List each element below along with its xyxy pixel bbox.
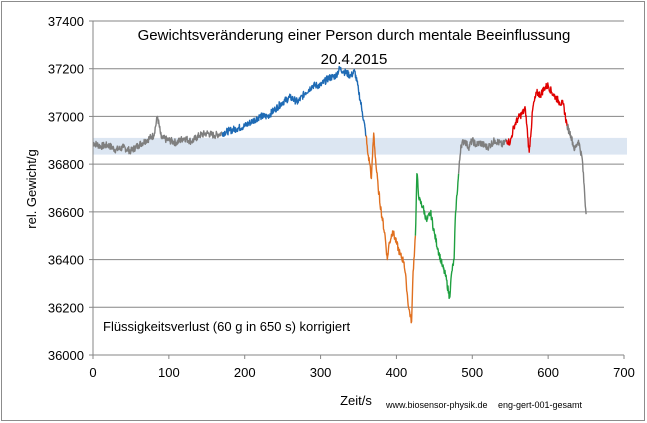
footer-url: www.biosensor-physik.de xyxy=(385,400,488,410)
grid-layer xyxy=(93,20,624,308)
y-tick-label: 36000 xyxy=(48,348,84,363)
x-tick-label: 100 xyxy=(158,365,180,380)
series-line-5 xyxy=(457,137,507,174)
x-tick-label: 300 xyxy=(310,365,332,380)
y-tick-label: 36600 xyxy=(48,205,84,220)
axis-layer xyxy=(89,20,625,359)
tick-label-layer: 36000 36200 36400 36600 36800 37000 37200 37400… xyxy=(48,14,635,380)
chart-title: Gewichtsveränderung einer Person durch m… xyxy=(138,27,571,44)
series-line-6 xyxy=(506,82,568,153)
x-tick-label: 500 xyxy=(461,365,483,380)
series-line-7 xyxy=(566,123,587,215)
chart-subtitle: 20.4.2015 xyxy=(321,51,388,68)
y-tick-label: 37000 xyxy=(48,109,84,124)
x-tick-label: 700 xyxy=(613,365,635,380)
y-tick-label: 37200 xyxy=(48,62,84,77)
y-tick-label: 36800 xyxy=(48,157,84,172)
series-line-4 xyxy=(414,173,460,300)
x-tick-label: 400 xyxy=(386,365,408,380)
series-layer xyxy=(92,65,587,324)
y-tick-label: 37400 xyxy=(48,14,84,29)
y-axis-label: rel. Gewicht/g xyxy=(24,149,39,228)
series-line-1 xyxy=(92,115,223,155)
y-tick-label: 36400 xyxy=(48,253,84,268)
x-axis-label: Zeit/s xyxy=(340,393,372,408)
series-line-3 xyxy=(365,132,417,324)
x-tick-label: 0 xyxy=(89,365,96,380)
x-tick-label: 200 xyxy=(234,365,256,380)
chart-annotation: Flüssigkeitsverlust (60 g in 650 s) korr… xyxy=(103,319,350,334)
y-tick-label: 36200 xyxy=(48,300,84,315)
footer-code: eng-gert-001-gesamt xyxy=(498,400,583,410)
x-tick-label: 600 xyxy=(537,365,559,380)
series-line-2 xyxy=(221,65,367,137)
